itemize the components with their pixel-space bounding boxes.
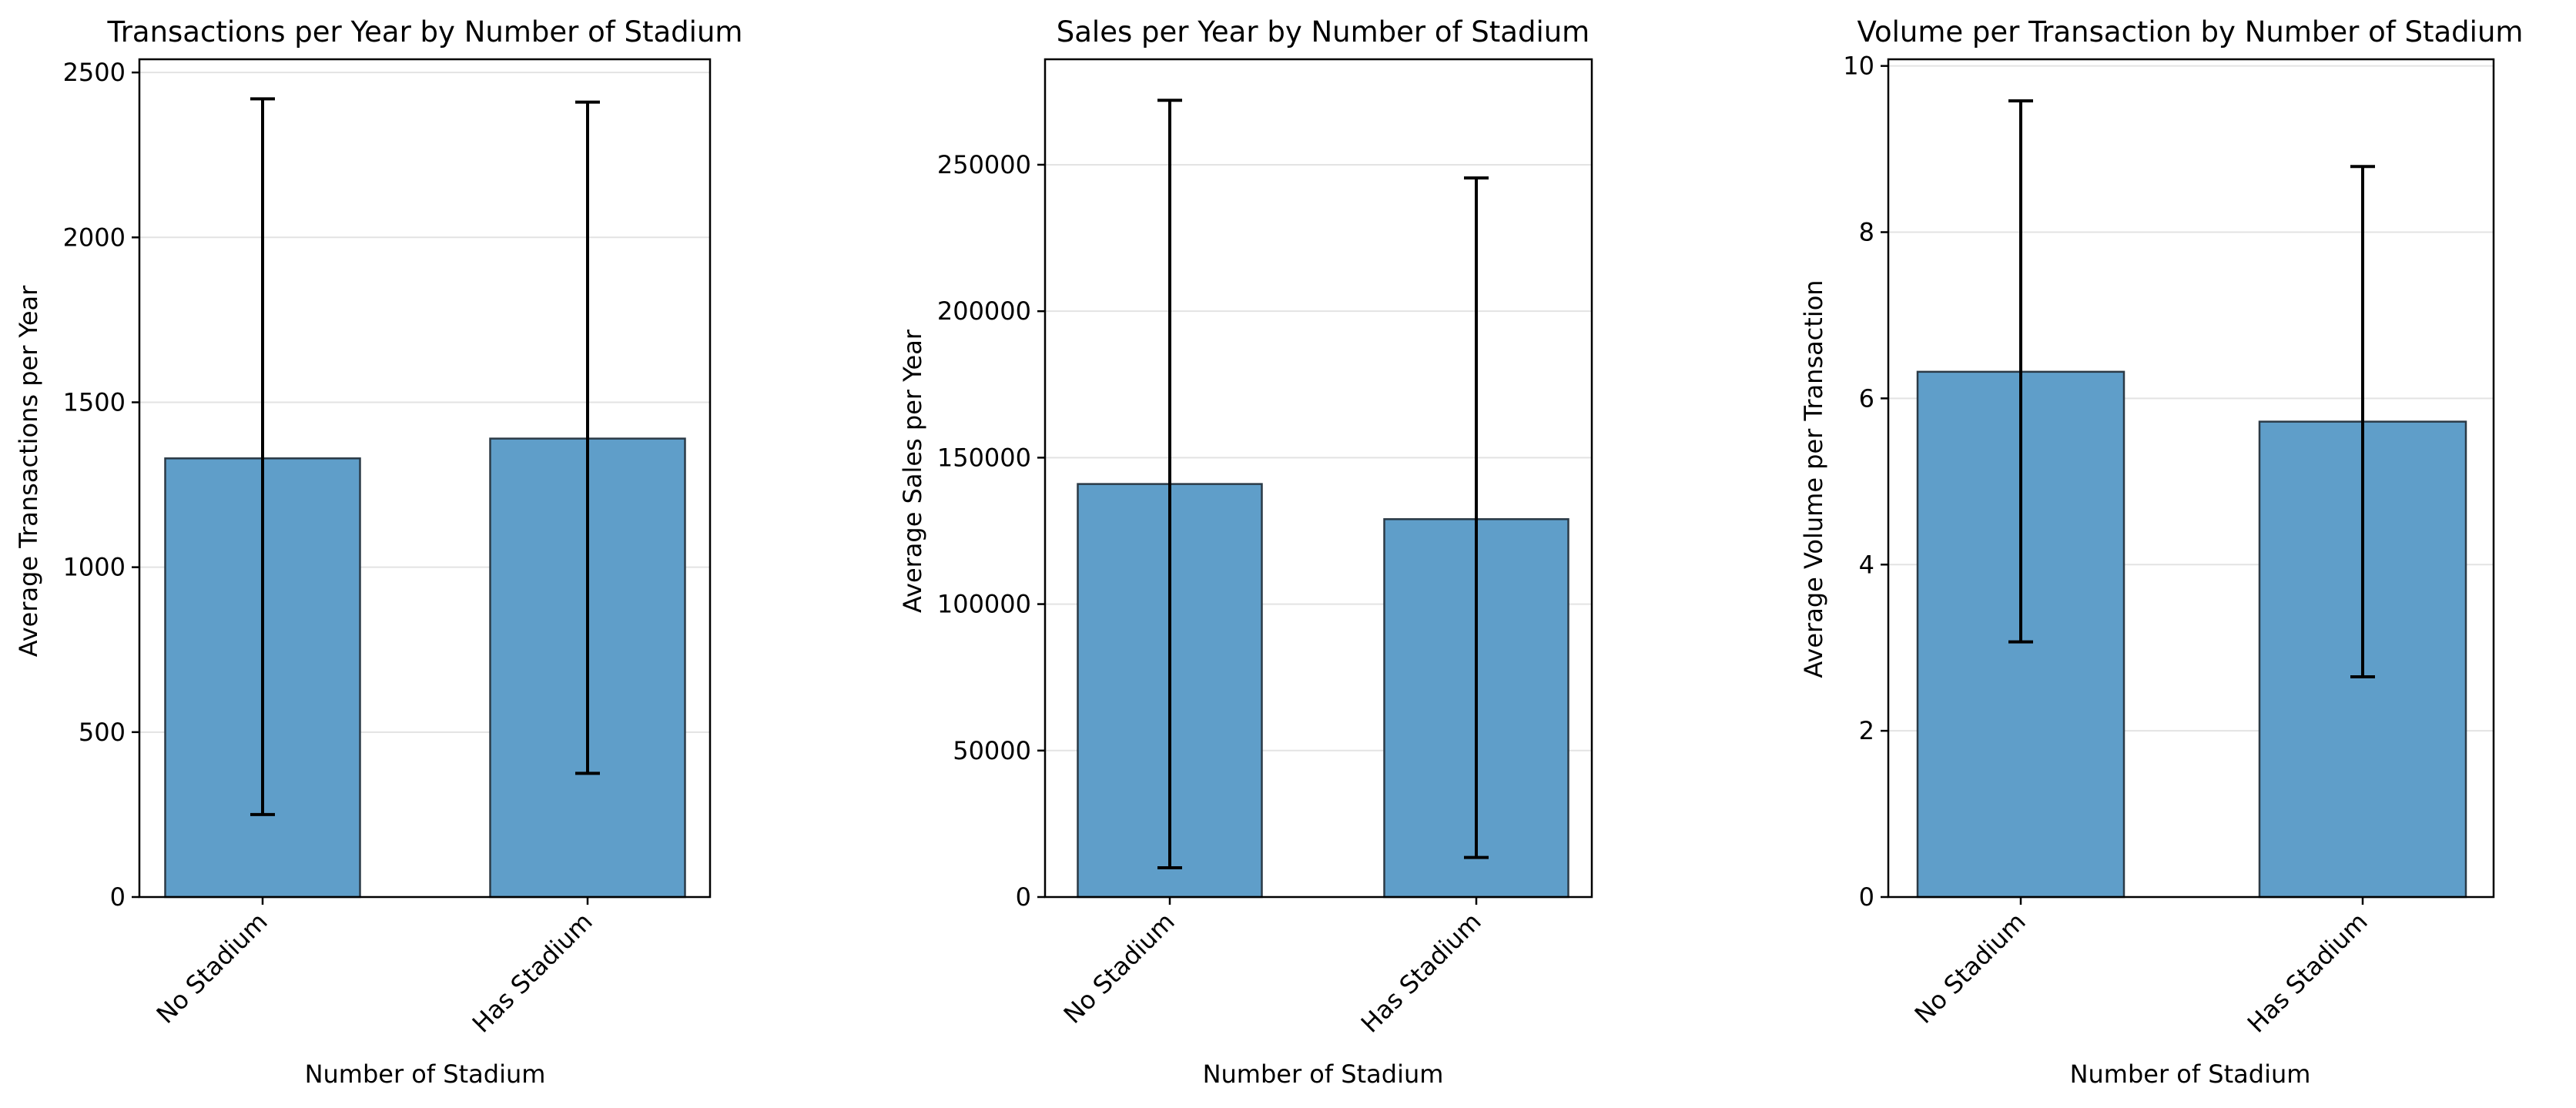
chart-title: Transactions per Year by Number of Stadi… — [107, 15, 743, 49]
y-axis-label: Average Transactions per Year — [14, 285, 43, 657]
y-axis-label: Average Sales per Year — [898, 329, 927, 613]
axes-frame — [1043, 58, 1593, 899]
y-tick-label: 2 — [1859, 716, 1874, 745]
y-tick-label: 500 — [79, 718, 126, 747]
y-tick-label: 50000 — [953, 736, 1031, 765]
chart-title: Sales per Year by Number of Stadium — [1057, 15, 1589, 49]
y-tick-label: 0 — [1859, 882, 1874, 912]
error-bar — [1157, 99, 1182, 869]
y-tick-label: 2500 — [63, 58, 126, 87]
y-tick-label: 250000 — [937, 150, 1031, 179]
y-tick-label: 1500 — [63, 387, 126, 417]
y-tick-label: 0 — [110, 882, 126, 912]
y-tick-label: 6 — [1859, 383, 1874, 413]
y-tick-label: 100000 — [937, 590, 1031, 619]
y-tick-label: 0 — [1016, 882, 1031, 912]
axes-frame — [138, 58, 712, 899]
error-bar — [2350, 165, 2375, 678]
y-tick-label: 2000 — [63, 223, 126, 252]
x-axis-label: Number of Stadium — [305, 1059, 546, 1089]
y-tick-label: 10 — [1843, 52, 1874, 81]
x-axis-label: Number of Stadium — [2070, 1059, 2311, 1089]
y-tick-label: 200000 — [937, 296, 1031, 326]
error-bar — [575, 100, 600, 775]
error-bar — [1464, 176, 1489, 859]
y-tick-label: 1000 — [63, 553, 126, 582]
error-bar — [250, 97, 275, 816]
x-axis-label: Number of Stadium — [1203, 1059, 1444, 1089]
error-bar — [2008, 99, 2033, 644]
y-tick-label: 4 — [1859, 550, 1874, 579]
y-tick-label: 8 — [1859, 218, 1874, 247]
y-axis-label: Average Volume per Transaction — [1799, 280, 1828, 678]
chart-title: Volume per Transaction by Number of Stad… — [1857, 15, 2524, 49]
y-tick-label: 150000 — [937, 443, 1031, 472]
axes-frame — [1887, 58, 2495, 899]
